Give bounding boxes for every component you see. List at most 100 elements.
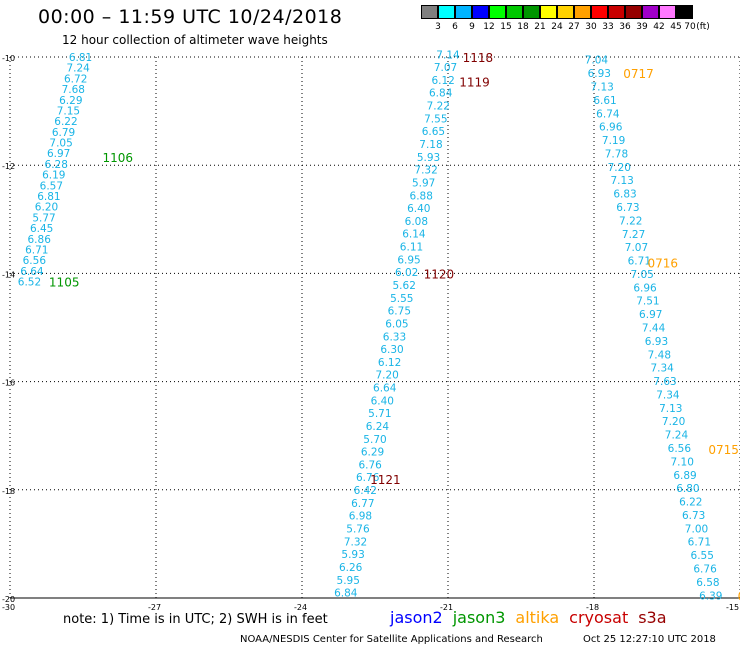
- wave-height-value: 6.20: [35, 202, 58, 214]
- pass-time-label: 0717: [623, 67, 654, 81]
- wave-height-value: 7.15: [57, 105, 80, 117]
- wave-height-value: 6.97: [47, 148, 70, 160]
- wave-height-value: 7.51: [636, 296, 659, 308]
- color-scale-label: 36: [619, 22, 631, 32]
- color-swatch: [642, 5, 659, 19]
- color-swatch: [574, 5, 591, 19]
- lat-tick-label: -12: [2, 162, 15, 171]
- wave-height-value: 7.07: [434, 62, 457, 74]
- wave-height-value: 7.68: [62, 84, 85, 96]
- color-scale-label: 9: [469, 22, 475, 32]
- lon-tick-label: -18: [586, 603, 599, 612]
- wave-height-value: 5.71: [368, 408, 391, 420]
- color-swatch: [472, 5, 489, 19]
- wave-height-value: 6.14: [402, 229, 426, 241]
- footer-credit: NOAA/NESDIS Center for Satellite Applica…: [240, 634, 543, 645]
- pass-time-label: 0716: [648, 257, 679, 271]
- wave-height-value: 5.93: [341, 549, 364, 561]
- pass-time-label: 1120: [424, 267, 455, 281]
- wave-height-value: 7.24: [665, 430, 689, 442]
- wave-height-value: 6.30: [380, 344, 403, 356]
- pass-time-label: 1105: [49, 276, 80, 290]
- lon-tick-label: -27: [148, 603, 161, 612]
- wave-height-value: 6.93: [588, 68, 611, 80]
- lat-tick-label: -14: [2, 270, 15, 279]
- wave-height-value: 5.77: [32, 212, 55, 224]
- wave-height-value: 6.28: [45, 159, 68, 171]
- color-swatch: [438, 5, 455, 19]
- lon-tick-label: -15: [726, 603, 739, 612]
- wave-height-value: 6.45: [30, 223, 53, 235]
- wave-height-value: 6.12: [378, 357, 401, 369]
- color-swatch: [625, 5, 642, 19]
- wave-height-value: 6.08: [405, 216, 428, 228]
- wave-height-value: 6.89: [673, 470, 696, 482]
- wave-height-value: 7.22: [427, 101, 450, 113]
- wave-height-value: 6.95: [397, 254, 420, 266]
- wave-height-value: 6.55: [691, 550, 714, 562]
- wave-height-value: 5.97: [412, 177, 435, 189]
- wave-height-value: 7.48: [648, 349, 671, 361]
- wave-height-value: 5.95: [337, 575, 360, 587]
- wave-height-value: 6.74: [596, 108, 620, 120]
- wave-height-value: 6.29: [361, 447, 384, 459]
- wave-height-value: 7.10: [671, 456, 694, 468]
- wave-height-value: 5.76: [346, 524, 370, 536]
- wave-height-value: 7.13: [590, 81, 613, 93]
- map-subtitle: 12 hour collection of altimeter wave hei…: [62, 33, 328, 47]
- wave-height-value: 6.12: [431, 75, 454, 87]
- color-swatch: [676, 5, 693, 19]
- wave-height-value: 6.72: [64, 73, 87, 85]
- wave-height-value: 7.07: [625, 242, 648, 254]
- wave-height-value: 5.55: [390, 293, 413, 305]
- color-scale-label: 12: [483, 22, 495, 32]
- wave-height-value: 7.34: [656, 389, 680, 401]
- color-swatch: [421, 5, 438, 19]
- wave-height-value: 6.24: [366, 421, 390, 433]
- wave-height-value: 6.81: [69, 52, 92, 64]
- wave-height-value: 6.05: [385, 318, 408, 330]
- wave-height-value: 6.64: [373, 383, 397, 395]
- wave-height-value: 6.02: [395, 267, 418, 279]
- wave-height-value: 7.34: [650, 363, 674, 375]
- wave-height-value: 6.56: [23, 255, 47, 267]
- wave-height-value: 7.05: [630, 269, 653, 281]
- wave-height-value: 6.40: [407, 203, 430, 215]
- wave-height-value: 6.88: [410, 190, 433, 202]
- color-scale-label: 30: [585, 22, 597, 32]
- color-swatch: [659, 5, 676, 19]
- lat-tick-label: -10: [2, 54, 15, 63]
- wave-height-value: 6.75: [388, 306, 411, 318]
- color-swatch: [506, 5, 523, 19]
- wave-height-value: 6.98: [349, 511, 372, 523]
- pass-time-label: 1118: [463, 51, 494, 65]
- legend-jason2: jason2: [390, 608, 443, 627]
- lat-tick-label: -16: [2, 379, 15, 388]
- color-scale-label: 39: [636, 22, 648, 32]
- pass-time-label: 0715: [708, 443, 739, 457]
- color-scale-label: 21: [534, 22, 546, 32]
- wave-height-value: 7.24: [66, 63, 90, 75]
- wave-height-value: 6.96: [633, 282, 657, 294]
- wave-height-value: 6.33: [383, 331, 406, 343]
- wave-height-value: 7.32: [414, 165, 437, 177]
- color-scale-label: 42: [653, 22, 665, 32]
- wave-height-value: 6.76: [358, 459, 382, 471]
- color-swatch: [540, 5, 557, 19]
- wave-height-value: 7.32: [344, 536, 367, 548]
- wave-height-value: 6.61: [593, 95, 616, 107]
- wave-height-value: 7.19: [602, 135, 625, 147]
- note-text: note: 1) Time is in UTC; 2) SWH is in fe…: [63, 612, 328, 627]
- pass-time-label: 1106: [102, 151, 133, 165]
- lon-tick-label: -21: [440, 603, 453, 612]
- wave-height-value: 6.73: [616, 202, 639, 214]
- wave-height-value: 6.93: [645, 336, 668, 348]
- wave-height-value: 5.70: [363, 434, 386, 446]
- wave-height-value: 6.97: [639, 309, 662, 321]
- satellite-legend: jason2 jason3 altika cryosat s3a: [390, 608, 677, 627]
- wave-height-value: 6.22: [679, 497, 702, 509]
- wave-height-value: 6.11: [400, 242, 423, 254]
- wave-height-value: 6.76: [356, 472, 380, 484]
- color-scale-label: 15: [500, 22, 512, 32]
